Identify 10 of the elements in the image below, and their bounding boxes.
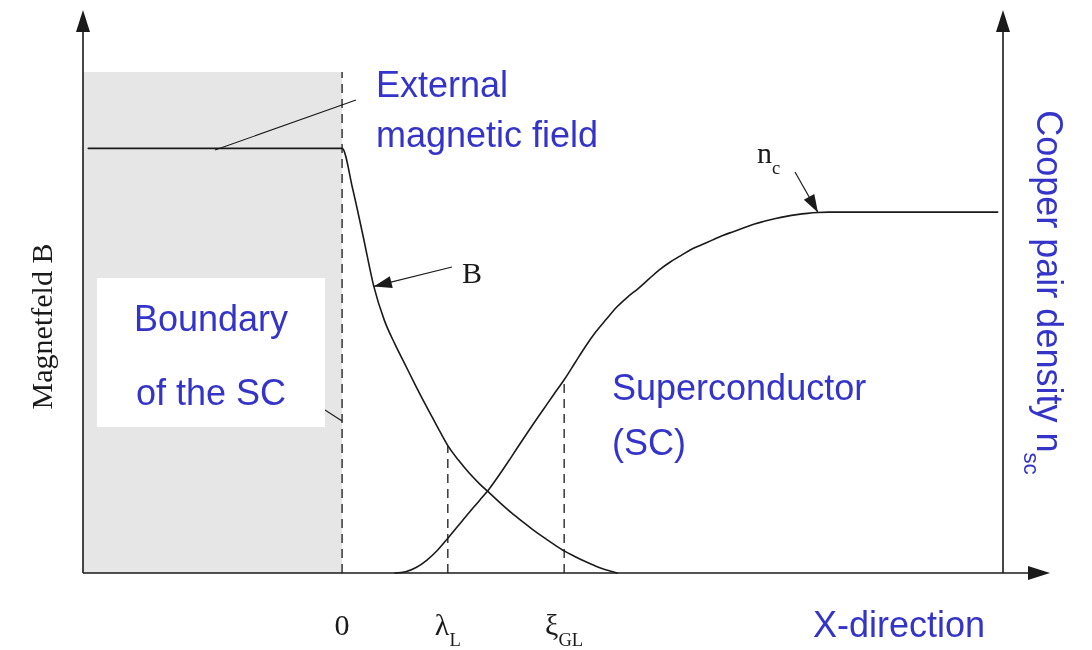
y-axis-title: Magnetfeld B [25, 243, 58, 410]
annotation: External magnetic field [376, 64, 599, 155]
annotation: Superconductor (SC) [612, 367, 867, 463]
series-label: n$_{c}$ [757, 136, 781, 178]
legend-label: B [462, 256, 483, 289]
x-tick-label: 0 [334, 608, 350, 641]
x-tick-label: λ$_{L}$ [434, 608, 461, 650]
x-axis-title: X-direction [812, 604, 985, 645]
x-tick-label: ξ$_{GL}$ [545, 608, 584, 650]
annotation: Boundary of the SC [133, 298, 289, 413]
